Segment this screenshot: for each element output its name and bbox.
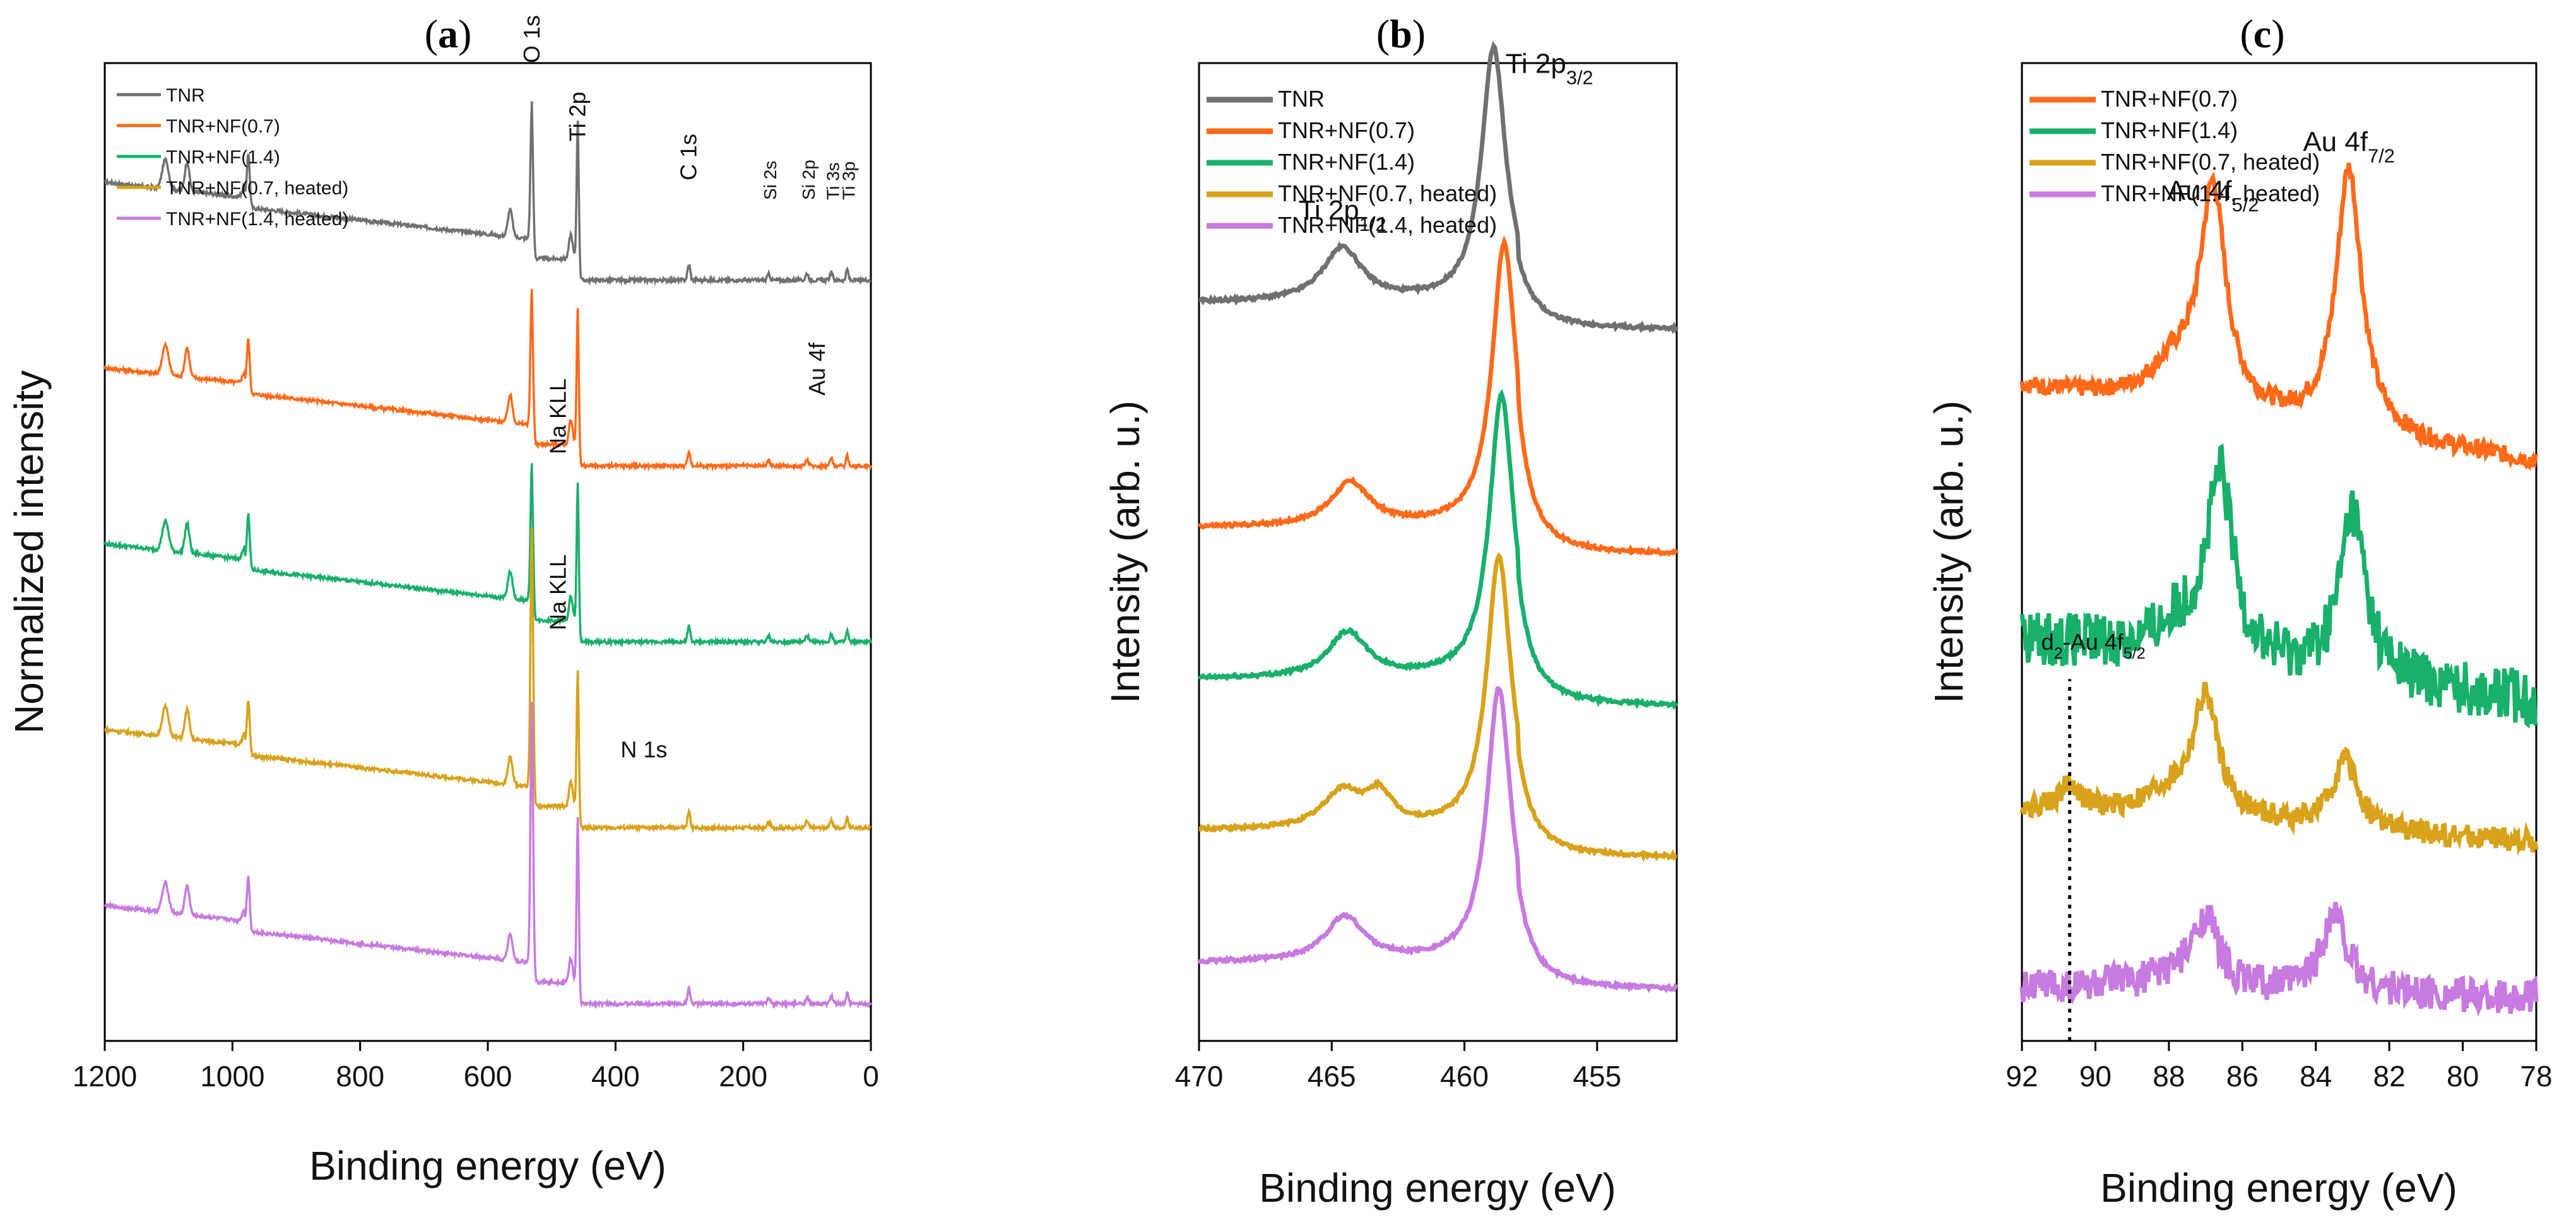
- x-tick-label-b-2: 460: [1440, 1060, 1489, 1093]
- annotation-c-0: Au 4f5/2: [2167, 175, 2259, 216]
- y-axis-title-c: Intensity (arb. u.): [1926, 401, 1971, 703]
- x-tick-label-c-7: 78: [2520, 1060, 2552, 1093]
- panel-label-a: (a): [425, 11, 472, 56]
- x-tick-label-c-0: 92: [2006, 1060, 2038, 1093]
- series-line-c-3: [2019, 901, 2539, 1017]
- annotation-a-10: N 1s: [620, 737, 667, 763]
- x-tick-label-a-4: 400: [591, 1060, 640, 1093]
- legend-label-a-0: TNR: [166, 85, 205, 106]
- x-tick-label-b-1: 465: [1308, 1060, 1356, 1093]
- x-tick-label-c-1: 90: [2079, 1060, 2112, 1093]
- legend-label-a-3: TNR+NF(0.7, heated): [166, 178, 348, 199]
- x-tick-label-c-5: 82: [2373, 1060, 2406, 1093]
- x-tick-label-c-6: 80: [2447, 1060, 2479, 1093]
- legend-label-b-1: TNR+NF(0.7): [1278, 117, 1415, 143]
- plot-frame-b: [1198, 62, 1678, 1042]
- y-axis-title-a: Normalized intensity: [6, 370, 52, 734]
- panel-label-c: (c): [2240, 11, 2284, 56]
- x-tick-label-b-3: 455: [1573, 1060, 1621, 1093]
- annotation-b-0: Ti 2p1/2: [1299, 195, 1386, 235]
- x-axis-title-a: Binding energy (eV): [309, 1143, 666, 1189]
- series-line-c-1: [2019, 443, 2539, 729]
- legend-label-a-2: TNR+NF(1.4): [166, 147, 280, 168]
- series-line-b-4: [1196, 686, 1679, 994]
- plot-area-b: 470 465 460 455 TNR TNR+NF(0.7) TNR+NF(1.4) TNR…: [1175, 40, 1679, 1093]
- plot-frame-c: [2021, 62, 2538, 1042]
- annotation-a-8: Au 4f: [804, 342, 830, 396]
- series-line-a-0: [104, 101, 871, 286]
- series-line-b-1: [1197, 235, 1679, 557]
- annotation-a-3: Si 2s: [760, 161, 780, 200]
- x-axis-title-c: Binding energy (eV): [2100, 1165, 2457, 1211]
- annotation-a-7: Na KLL: [545, 379, 570, 454]
- annotation-b-1: Ti 2p3/2: [1506, 49, 1593, 89]
- legend-label-b-0: TNR: [1278, 86, 1325, 112]
- legend-label-c-1: TNR+NF(1.4): [2101, 117, 2238, 143]
- y-axis-title-b: Intensity (arb. u.): [1102, 401, 1148, 703]
- annotation-c-2: d2-Au 4f5/2: [2041, 629, 2146, 662]
- series-line-b-0: [1198, 40, 1679, 334]
- legend-label-b-3: TNR+NF(0.7, heated): [1278, 180, 1497, 206]
- annotation-a-5: Ti 3s: [823, 162, 842, 200]
- legend-label-c-3: TNR+NF(1.4, heated): [2101, 180, 2320, 206]
- series-line-a-2: [103, 463, 872, 649]
- series-line-a-3: [104, 527, 871, 834]
- legend-label-a-4: TNR+NF(1.4, heated): [166, 209, 348, 230]
- x-axis-title-b: Binding energy (eV): [1259, 1165, 1616, 1211]
- legend-label-a-1: TNR+NF(0.7): [166, 116, 280, 137]
- x-tick-label-c-3: 86: [2226, 1060, 2259, 1093]
- annotation-a-6: Ti 3p: [839, 161, 859, 200]
- legend-label-b-4: TNR+NF(1.4, heated): [1278, 212, 1497, 238]
- annotation-a-1: Ti 2p: [565, 91, 591, 141]
- x-tick-label-a-6: 0: [863, 1060, 879, 1093]
- x-tick-label-b-0: 470: [1175, 1060, 1224, 1093]
- annotation-a-0: O 1s: [519, 15, 545, 63]
- x-tick-label-c-2: 88: [2153, 1060, 2185, 1093]
- plot-area-c: 92 90 88 86 84 82 80 78 TNR+NF(0.7) TNR+NF(1.4) TN…: [2006, 86, 2552, 1093]
- series-line-b-3: [1198, 552, 1677, 863]
- annotation-a-2: C 1s: [676, 134, 702, 180]
- x-tick-label-c-4: 84: [2300, 1060, 2332, 1093]
- x-tick-label-a-5: 200: [719, 1060, 767, 1093]
- annotation-a-9: Na KLL: [545, 555, 570, 630]
- plot-area-a: 1200 1000 800 600 400 200 0 TNR TNR+NF(0.7) TNR+N…: [73, 15, 879, 1093]
- series-line-c-2: [2019, 681, 2539, 856]
- x-tick-label-a-2: 800: [336, 1060, 384, 1093]
- legend-label-c-0: TNR+NF(0.7): [2101, 86, 2238, 112]
- x-tick-label-a-1: 1000: [200, 1060, 264, 1093]
- series-line-b-2: [1197, 389, 1678, 710]
- legend-label-b-2: TNR+NF(1.4): [1278, 149, 1415, 175]
- annotation-a-4: Si 2p: [799, 160, 818, 200]
- panel-label-b: (b): [1376, 11, 1426, 56]
- annotation-c-1: Au 4f7/2: [2303, 127, 2395, 167]
- series-line-a-4: [103, 702, 872, 1010]
- x-tick-label-a-3: 600: [464, 1060, 512, 1093]
- legend-label-c-2: TNR+NF(0.7, heated): [2101, 149, 2320, 175]
- series-line-c-0: [2019, 162, 2539, 471]
- x-tick-label-a-0: 1200: [73, 1060, 137, 1093]
- series-line-a-1: [103, 288, 872, 473]
